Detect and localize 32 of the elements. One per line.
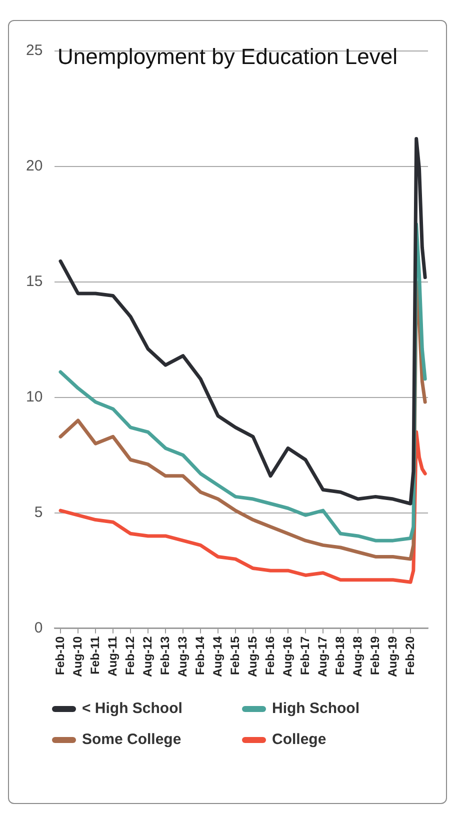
- x-tick-label: Aug-13: [175, 636, 190, 677]
- x-tick-label: Feb-12: [122, 636, 137, 676]
- legend-label: Some College: [82, 731, 182, 748]
- x-tick-label: Feb-17: [298, 636, 312, 676]
- x-tick-label: Feb-10: [52, 636, 67, 676]
- y-tick-label: 20: [26, 158, 43, 175]
- x-tick-label: Feb-13: [158, 636, 172, 676]
- x-tick-label: Aug-16: [280, 636, 294, 677]
- legend-label: < High School: [82, 700, 182, 717]
- x-tick-label: Aug-10: [70, 636, 84, 677]
- x-tick-label: Feb-20: [402, 636, 417, 676]
- x-tick-label: Feb-18: [332, 636, 347, 676]
- x-tick-label: Aug-11: [105, 636, 120, 676]
- y-tick-label: 0: [34, 619, 43, 636]
- y-tick-label: 25: [26, 42, 43, 60]
- x-tick-label: Aug-14: [210, 636, 224, 677]
- x-tick-label: Aug-12: [140, 636, 154, 677]
- y-tick-label: 10: [26, 388, 43, 406]
- x-tick-label: Aug-19: [385, 636, 400, 677]
- x-tick-label: Aug-18: [350, 636, 364, 677]
- y-tick-label: 5: [34, 504, 43, 522]
- chart-title: Unemployment by Education Level: [58, 44, 398, 69]
- legend-label: College: [272, 731, 326, 748]
- x-tick-label: Feb-19: [368, 636, 382, 676]
- y-tick-label: 15: [26, 273, 43, 290]
- x-tick-label: Feb-14: [192, 636, 207, 676]
- x-tick-label: Feb-15: [228, 636, 242, 676]
- x-tick-label: Feb-11: [88, 636, 102, 674]
- x-tick-label: Aug-17: [315, 636, 330, 677]
- legend-label: High School: [272, 700, 360, 717]
- x-tick-label: Feb-16: [262, 636, 277, 676]
- x-tick-label: Aug-15: [245, 636, 260, 677]
